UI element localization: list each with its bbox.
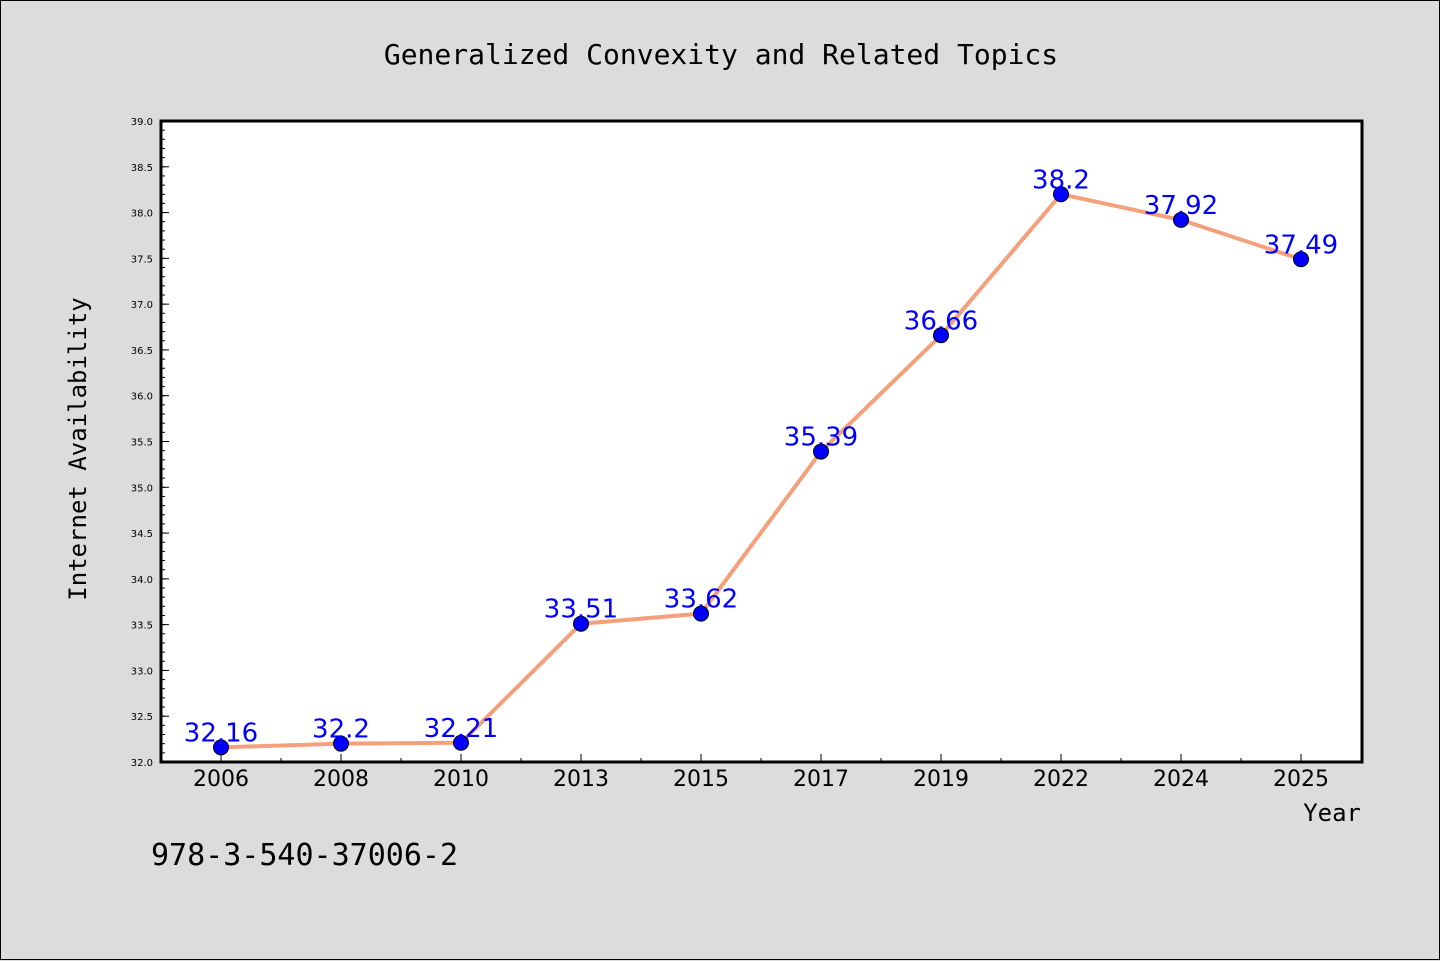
y-tick-label: 34.5 [131,529,153,540]
data-labels: 32.16 32.2 32.21 33.51 33.62 35.39 36.66 38.2 37… [184,165,1338,748]
x-tick-label: 2017 [793,767,849,792]
y-tick-label: 37.5 [131,254,153,265]
y-tick-label: 36.5 [131,346,153,357]
x-tick-label: 2013 [553,767,609,792]
data-label: 35.39 [784,423,858,453]
y-tick-label: 38.0 [131,209,153,220]
y-tick-label: 33.5 [131,621,153,632]
x-axis-title: Year [1303,799,1361,827]
series-line [220,192,1302,750]
data-label: 33.62 [664,585,738,615]
y-tick-label: 38.5 [131,163,153,174]
y-tick-label: 37.0 [131,300,153,311]
x-axis: 2006 2008 2010 2013 2015 2017 2019 2022 2024 2025 [193,754,1329,792]
data-point [573,615,589,632]
data-point [1293,251,1309,268]
x-tick-label: 2006 [193,767,249,792]
x-tick-label: 2022 [1033,767,1089,792]
x-tick-label: 2010 [433,767,489,792]
chart-title: Generalized Convexity and Related Topics [384,38,1058,71]
x-tick-label: 2024 [1153,767,1209,792]
data-point [1173,211,1189,228]
x-tick-label: 2008 [313,767,369,792]
data-label: 37.49 [1264,230,1338,260]
y-tick-label: 34.0 [131,575,153,586]
data-label: 38.2 [1032,165,1090,195]
y-axis: 32.0 32.5 33.0 33.5 34.0 34.5 35.0 35.5 36.0 36.5… [131,117,169,769]
data-label: 37.92 [1144,191,1218,221]
series-markers [213,186,1309,756]
x-tick-label: 2015 [673,767,729,792]
y-tick-label: 33.0 [131,666,153,677]
data-point [453,734,469,751]
data-point [933,327,949,344]
x-tick-label: 2025 [1273,767,1329,792]
data-label: 32.16 [184,718,258,748]
x-tick-label: 2019 [913,767,969,792]
data-label: 36.66 [904,306,978,336]
y-tick-label: 32.5 [131,712,153,723]
data-label: 33.51 [544,595,618,625]
data-point [333,735,349,752]
y-tick-label: 39.0 [131,117,153,128]
data-point [813,443,829,460]
plot-area [159,119,1364,764]
data-point [1053,186,1069,203]
isbn-annotation: 978-3-540-37006-2 [151,838,458,873]
data-label: 32.2 [312,715,370,745]
y-tick-label: 32.0 [131,758,153,769]
data-point [693,605,709,622]
y-tick-label: 35.5 [131,438,153,449]
y-tick-label: 35.0 [131,483,153,494]
data-label: 32.21 [424,714,498,744]
y-tick-label: 36.0 [131,392,153,403]
data-point [213,739,229,756]
y-axis-title: Internet Availability [64,297,92,600]
